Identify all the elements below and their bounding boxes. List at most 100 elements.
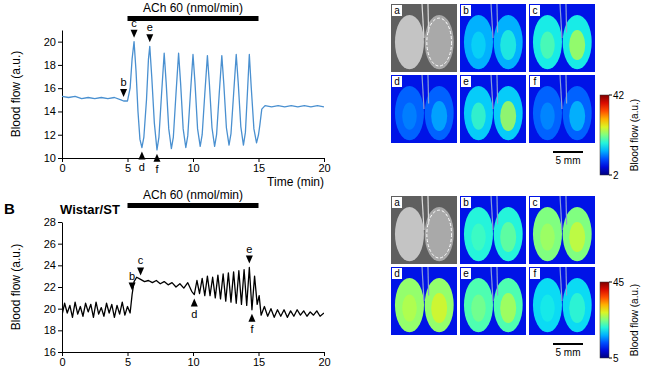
kidney-right-core (569, 30, 585, 60)
stimulus-label: ACh 60 (nmol/min) (143, 188, 243, 202)
y-axis: 101214161820 (44, 31, 63, 165)
kidney-right (563, 86, 592, 140)
scale-bar-label: 5 mm (556, 347, 581, 358)
y-tick-mark (58, 309, 62, 310)
kidney-left-core (540, 102, 555, 129)
panel-letter: a (394, 197, 400, 208)
annotation: c (131, 17, 138, 38)
scale-bar (553, 343, 583, 345)
probe (496, 196, 498, 225)
kidney-right-core (431, 293, 447, 323)
y-tick-mark (58, 158, 62, 159)
kidney-left (533, 278, 562, 332)
annotation-arrow (153, 154, 160, 162)
kidney-right-core (500, 222, 516, 252)
scale-bar (553, 151, 583, 153)
panel-letter: e (463, 268, 469, 279)
colorbar-tick (609, 282, 612, 283)
probe (565, 196, 567, 225)
y-tick-label: 18 (44, 59, 56, 71)
annotation: d (191, 299, 198, 320)
y-tick: 14 (44, 105, 62, 117)
x-tick: 5 (125, 352, 131, 368)
colorbar-tick (609, 358, 612, 359)
kidney-left (395, 86, 424, 140)
annotation-arrow (120, 89, 127, 97)
x-tick-label: 5 (125, 356, 131, 368)
kidney-right-core (500, 30, 516, 60)
y-tick-mark (58, 111, 62, 112)
annotation: e (246, 243, 253, 264)
kidney-left (395, 207, 424, 261)
image-background (460, 267, 526, 335)
kidney-right (494, 15, 523, 69)
panel-letter-box (530, 197, 540, 208)
x-axis-title: Time (min) (267, 175, 324, 189)
annotation: b (120, 76, 127, 97)
probe (491, 196, 493, 230)
x-tick: 5 (125, 158, 131, 174)
kidney-right (425, 15, 454, 69)
annotation: b (129, 270, 136, 291)
kidney-left (533, 207, 562, 261)
probe (427, 4, 429, 33)
y-tick: 18 (44, 324, 62, 336)
kidney-left (533, 86, 562, 140)
panel-letter-box (392, 76, 402, 87)
panel-letter-box (392, 268, 402, 279)
image-background (391, 4, 457, 72)
x-tick-label: 20 (318, 162, 330, 174)
y-tick-mark (58, 352, 62, 353)
y-tick: 26 (44, 238, 62, 250)
x-tick: 10 (187, 158, 199, 174)
y-tick-label: 22 (44, 281, 56, 293)
image-panel: f (529, 267, 595, 335)
image-panels: abcdef545Blood flow (a.u.)5 mm (391, 196, 640, 364)
kidney-left (464, 15, 493, 69)
y-tick: 18 (44, 59, 62, 71)
kidney-left-core (471, 31, 486, 58)
annotation-arrow (138, 152, 145, 160)
y-tick: 20 (44, 303, 62, 315)
panel-letter: c (533, 197, 538, 208)
y-tick-label: 26 (44, 238, 56, 250)
y-tick-mark (58, 244, 62, 245)
image-background (529, 267, 595, 335)
image-panel: e (460, 75, 526, 143)
y-tick-label: 12 (44, 129, 56, 141)
figure: 10121416182005101520Time (min)Blood flow… (0, 0, 646, 370)
panel-letter-box (392, 5, 402, 16)
y-tick-mark (58, 222, 62, 223)
stimulus-bar (128, 203, 259, 208)
x-tick-label: 0 (59, 162, 65, 174)
kidney-left-core (402, 294, 417, 321)
colorbar-label: Blood flow (a.u.) (629, 99, 640, 171)
probe (491, 75, 493, 109)
annotation-arrow (146, 34, 153, 42)
annotation-label: e (246, 243, 252, 255)
y-tick: 20 (44, 36, 62, 48)
probe (560, 75, 562, 109)
colorbar-tick-label: 45 (613, 277, 625, 288)
panel-letter: a (394, 5, 400, 16)
probe (565, 4, 567, 33)
y-tick-mark (58, 330, 62, 331)
annotation: c (137, 254, 144, 275)
kidney-outline (427, 210, 452, 258)
image-background (460, 196, 526, 264)
annotation-label: d (191, 308, 197, 320)
y-tick-label: 24 (44, 259, 56, 271)
image-panels: abcdef242Blood flow (a.u.)5 mm (391, 4, 640, 181)
panel-letter-box (530, 5, 540, 16)
y-tick: 24 (44, 259, 62, 271)
panel-letter-box (530, 76, 540, 87)
x-tick: 0 (59, 158, 65, 174)
chart-panel: 10121416182005101520Time (min)Blood flow… (9, 1, 640, 189)
image-panel: b (460, 4, 526, 72)
y-tick-label: 18 (44, 324, 56, 336)
image-panel: b (460, 196, 526, 264)
kidney-left (464, 278, 493, 332)
annotation-label: b (121, 76, 127, 88)
annotation-arrow (129, 283, 136, 291)
probe (422, 4, 424, 38)
